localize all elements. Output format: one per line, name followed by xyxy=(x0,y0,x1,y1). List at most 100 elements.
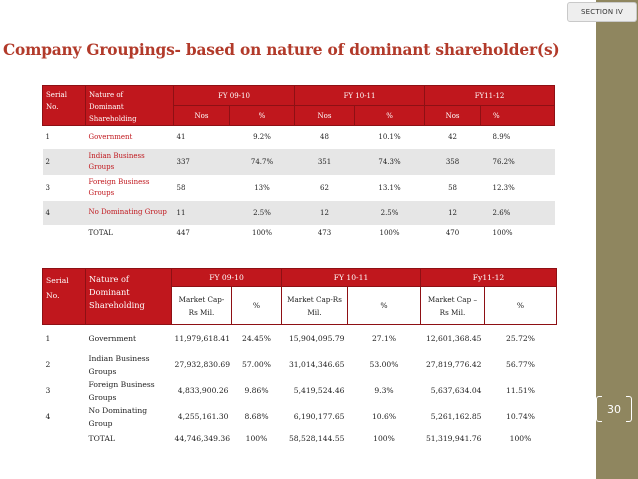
total-label: TOTAL xyxy=(88,433,115,443)
serial-cell: 4 xyxy=(45,412,51,421)
serial-cell: 1 xyxy=(45,333,51,343)
value-cell: 351 xyxy=(294,148,355,175)
nature-cell: Indian Business Groups xyxy=(88,353,150,376)
value-cell: 100% xyxy=(252,229,273,237)
page-title: Company Groupings- based on nature of do… xyxy=(3,41,560,59)
value-cell: 13% xyxy=(254,183,270,192)
value-cell: 56.77% xyxy=(506,360,535,369)
nature-cell: Foreign Business Groups xyxy=(88,177,150,197)
table-row: 1 Government 41 9.2% 48 10.1% 42 8.9% xyxy=(43,126,555,149)
sub-header: % xyxy=(480,105,556,126)
value-cell: 10.74% xyxy=(506,412,535,421)
value-cell: 25.72% xyxy=(506,333,535,343)
table-row: 3 Foreign Business Groups 58 13% 62 13.1… xyxy=(43,175,555,201)
value-cell: 2.5% xyxy=(229,200,295,225)
value-cell: 48 xyxy=(320,133,329,142)
serial-cell: 3 xyxy=(45,386,51,395)
year-header: FY11-12 xyxy=(424,85,556,106)
total-row: TOTAL 44,746,349.36 100% 58,528,144.55 1… xyxy=(43,430,557,447)
value-cell: 44,746,349.36 xyxy=(174,433,231,443)
table-row: 3 Foreign Business Groups 4,833,900.26 9… xyxy=(43,378,557,404)
sub-header: % xyxy=(231,286,282,325)
value-cell: 27.1% xyxy=(371,333,397,343)
value-cell: 9.3% xyxy=(374,386,394,395)
table-row: 1 Government 11,979,618.41 24.45% 15,904… xyxy=(43,325,557,352)
serial-cell xyxy=(43,430,86,447)
serial-header: Serial No. xyxy=(42,268,86,325)
value-cell: 74.3% xyxy=(354,148,425,175)
value-cell: 447 xyxy=(176,229,190,237)
year-header: Fy11-12 xyxy=(419,268,558,287)
page-number-box: 30 xyxy=(594,394,634,424)
sub-header: Nos xyxy=(424,105,482,126)
value-cell: 53.00% xyxy=(369,360,399,369)
value-cell: 470 xyxy=(445,229,460,237)
serial-cell: 1 xyxy=(45,133,50,142)
value-cell: 100% xyxy=(379,229,400,237)
value-cell: 76.2% xyxy=(480,148,555,175)
value-cell: 8.9% xyxy=(492,133,511,142)
value-cell: 58 xyxy=(448,183,457,192)
value-cell: 100% xyxy=(245,433,268,443)
sub-header: Nos xyxy=(294,105,356,126)
value-cell: 24.45% xyxy=(242,333,271,343)
value-cell: 27,819,776.42 xyxy=(425,360,482,369)
nature-cell: Government xyxy=(88,333,137,343)
value-cell: 10.1% xyxy=(378,133,401,142)
value-cell: 337 xyxy=(173,148,230,175)
nature-cell: No Dominating Group xyxy=(88,405,148,428)
sub-header: Market Cap-Rs Mil. xyxy=(171,286,232,325)
value-cell: 58,528,144.55 xyxy=(288,433,345,443)
value-cell: 2.6% xyxy=(480,200,555,225)
sub-header: Market Cap – Rs Mil. xyxy=(420,286,485,325)
value-cell: 12 xyxy=(424,200,481,225)
nature-header: Nature of Dominant Shareholding xyxy=(85,268,172,325)
value-cell: 27,932,830.69 xyxy=(174,360,231,369)
value-cell: 57.00% xyxy=(242,360,271,369)
serial-header: Serial No. xyxy=(42,85,86,126)
sub-header: % xyxy=(483,286,558,325)
value-cell: 11,979,618.41 xyxy=(174,333,231,343)
value-cell: 31,014,346.65 xyxy=(288,360,345,369)
total-label: TOTAL xyxy=(88,229,113,237)
value-cell: 42 xyxy=(448,133,457,142)
nature-cell: Government xyxy=(88,133,133,142)
value-cell: 9.86% xyxy=(244,386,269,395)
value-cell: 6,190,177.65 xyxy=(293,412,345,421)
table-row: 4 No Dominating Group 11 2.5% 12 2.5% 12… xyxy=(42,200,555,225)
value-cell: 5,261,162.85 xyxy=(430,412,482,421)
value-cell: 100% xyxy=(492,229,513,237)
nature-header: Nature of Dominant Shareholding xyxy=(85,85,174,126)
value-cell: 5,637,634.04 xyxy=(430,386,482,395)
year-header: FY 09-10 xyxy=(171,268,282,287)
value-cell: 12 xyxy=(294,200,355,225)
table-row: 2 Indian Business Groups 337 74.7% 351 7… xyxy=(42,148,555,175)
nature-cell: Foreign Business Groups xyxy=(88,379,155,402)
sub-header: % xyxy=(354,105,426,126)
company-count-table: Serial No. Nature of Dominant Shareholding … xyxy=(42,85,556,242)
value-cell: 12.3% xyxy=(492,183,515,192)
value-cell: 58 xyxy=(176,183,186,192)
total-row: TOTAL 447 100% 473 100% 470 100% xyxy=(43,225,555,242)
serial-cell: 2 xyxy=(45,360,51,369)
serial-cell: 2 xyxy=(42,148,86,175)
sub-header: % xyxy=(228,105,296,126)
sub-header: Nos xyxy=(173,105,230,126)
value-cell: 41 xyxy=(176,133,186,142)
market-cap-table: Serial No. Nature of Dominant Shareholding … xyxy=(42,268,558,447)
year-header: FY 10-11 xyxy=(294,85,426,106)
serial-cell: 3 xyxy=(45,183,50,192)
value-cell: 5,419,524.46 xyxy=(293,386,345,395)
section-label: SECTION IV xyxy=(567,2,637,22)
nature-cell: Indian Business Groups xyxy=(85,148,174,175)
value-cell: 13.1% xyxy=(378,183,401,192)
value-cell: 9.2% xyxy=(253,133,271,142)
value-cell: 2.5% xyxy=(354,200,425,225)
serial-cell xyxy=(43,225,86,242)
year-header: FY 09-10 xyxy=(172,85,296,106)
value-cell: 4,255,161.30 xyxy=(177,412,229,421)
value-cell: 11.51% xyxy=(506,386,535,395)
value-cell: 473 xyxy=(317,229,332,237)
table-subheader-row: Market Cap-Rs Mil. % Market Cap-Rs Mil. … xyxy=(43,286,558,325)
table-header-row: Serial No. Nature of Dominant Shareholding … xyxy=(42,85,556,126)
